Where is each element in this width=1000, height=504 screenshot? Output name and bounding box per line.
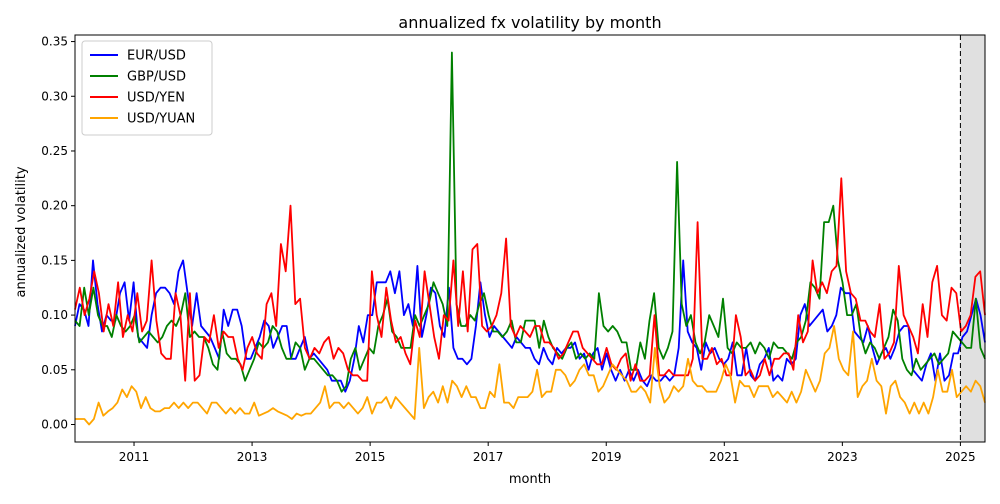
y-tick-label: 0.25 (41, 144, 68, 158)
y-axis-label: annualized volatility (14, 166, 29, 297)
x-tick-label: 2021 (709, 450, 740, 464)
y-tick-label: 0.00 (41, 417, 68, 431)
legend-label: EUR/USD (127, 49, 186, 64)
y-tick-label: 0.20 (41, 199, 68, 213)
x-tick-label: 2025 (945, 450, 976, 464)
legend: EUR/USD GBP/USD USD/YEN USD/YUAN (81, 40, 213, 136)
legend-box (81, 40, 213, 136)
y-tick-label: 0.30 (41, 89, 68, 103)
x-tick-label: 2023 (827, 450, 858, 464)
y-tick-label: 0.10 (41, 308, 68, 322)
x-tick-label: 2019 (591, 450, 622, 464)
chart-title: annualized fx volatility by month (398, 13, 661, 32)
series-line-usd-yuan (75, 325, 986, 426)
legend-label: USD/YEN (127, 91, 185, 106)
series-layer (74, 51, 986, 426)
x-tick-label: 2013 (237, 450, 268, 464)
x-tick-label: 2017 (473, 450, 504, 464)
x-tick-label: 2011 (119, 450, 150, 464)
legend-label: GBP/USD (127, 70, 186, 85)
y-tick-label: 0.05 (41, 363, 68, 377)
legend-label: USD/YUAN (127, 112, 195, 127)
y-tick-label: 0.15 (41, 253, 68, 267)
forecast-shaded-region (960, 35, 985, 442)
x-tick-label: 2015 (355, 450, 386, 464)
y-axis-ticks: 0.00 0.05 0.10 0.15 0.20 0.25 0.30 0.35 (41, 35, 75, 431)
series-line-eur-usd (74, 259, 986, 393)
x-axis-label: month (509, 472, 551, 487)
x-axis-ticks: 2011 2013 2015 2017 2019 2021 2023 2025 (119, 442, 976, 464)
plot-frame (74, 34, 986, 443)
series-line-usd-yen (74, 177, 986, 382)
series-line-gbp-usd (74, 51, 986, 393)
y-tick-label: 0.35 (41, 35, 68, 49)
